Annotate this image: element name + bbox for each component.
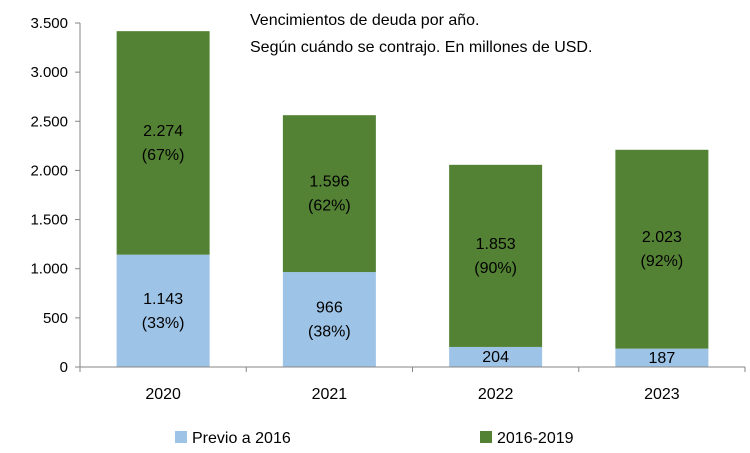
data-label: (38%)	[308, 324, 351, 341]
x-tick-label: 2021	[312, 386, 348, 403]
data-label: 2.274	[143, 123, 183, 140]
legend-swatch	[175, 431, 187, 443]
x-tick-label: 2023	[644, 386, 680, 403]
data-label: 1.596	[309, 174, 349, 191]
bar-segment-2016-2019-2020	[116, 31, 210, 255]
legend: Previo a 2016 2016-2019	[175, 430, 574, 447]
data-label: (92%)	[641, 253, 684, 270]
y-tick-label: 2.000	[30, 162, 68, 179]
bars: 1.143 (33%) 2.274 (67%) 966 (38%) 1.596 (62%) 20…	[116, 31, 709, 367]
y-tick-label: 0	[60, 359, 68, 376]
bar-segment-previo-2022	[449, 346, 543, 367]
bar-segment-previo-2020	[116, 254, 210, 367]
y-tick-label: 3.000	[30, 64, 68, 81]
y-tick-label: 1.500	[30, 212, 68, 229]
data-label: 1.143	[143, 291, 183, 308]
data-label: 204	[482, 349, 509, 366]
data-label: 1.853	[476, 236, 516, 253]
data-label: 2.023	[642, 229, 682, 246]
y-tick-label: 500	[43, 310, 68, 327]
data-label: 187	[649, 350, 676, 367]
bar-segment-2016-2019-2023	[615, 149, 709, 349]
data-label: (67%)	[142, 147, 185, 164]
bar-segment-2016-2019-2022	[449, 164, 543, 347]
bar-segment-2016-2019-2021	[282, 115, 376, 273]
data-label: (90%)	[474, 260, 517, 277]
y-tick-label: 2.500	[30, 113, 68, 130]
legend-swatch	[480, 431, 492, 443]
y-tick-label: 3.500	[30, 15, 68, 32]
data-label: 966	[316, 300, 343, 317]
x-tick-label: 2020	[145, 386, 181, 403]
chart-subtitle: Según cuándo se contrajo. En millones de…	[250, 39, 592, 56]
x-tick-label: 2022	[478, 386, 514, 403]
data-label: (62%)	[308, 198, 351, 215]
bar-segment-previo-2021	[282, 272, 376, 367]
legend-label: 2016-2019	[497, 430, 574, 447]
chart-title: Vencimientos de deuda por año.	[250, 12, 480, 29]
x-axis: 2020 2021 2022 2023	[79, 366, 746, 403]
data-label: (33%)	[142, 315, 185, 332]
legend-label: Previo a 2016	[192, 430, 291, 447]
y-tick-label: 1.000	[30, 261, 68, 278]
bar-segment-previo-2023	[615, 348, 709, 367]
y-axis: 0 500 1.000 1.500 2.000 2.500 3.000 3.500	[30, 15, 81, 376]
